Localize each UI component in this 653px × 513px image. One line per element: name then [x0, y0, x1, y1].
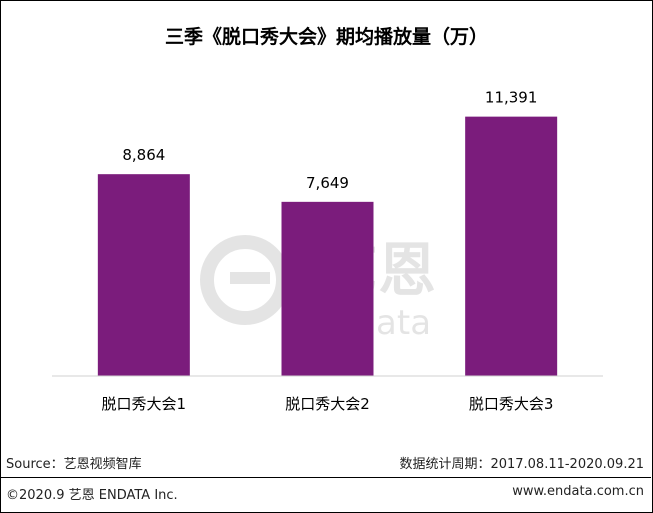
value-label-2: 7,649	[306, 174, 349, 192]
source-text: Source：艺恩视频智库	[6, 457, 142, 472]
bar-3	[465, 116, 558, 377]
period-text: 数据统计周期：2017.08.11-2020.09.21	[399, 457, 644, 472]
bar-1	[97, 174, 190, 376]
bar-2	[281, 201, 374, 376]
value-label-3: 11,391	[485, 89, 538, 107]
chart-title: 三季《脱口秀大会》期均播放量（万）	[164, 26, 488, 48]
value-label-1: 8,864	[122, 146, 165, 164]
category-label-1: 脱口秀大会1	[102, 395, 187, 413]
copyright-text: ©2020.9 艺恩 ENDATA Inc.	[6, 488, 178, 503]
footer-divider	[0, 477, 651, 478]
category-label-2: 脱口秀大会2	[285, 395, 370, 413]
category-label-3: 脱口秀大会3	[469, 395, 554, 413]
website-link[interactable]: www.endata.com.cn	[512, 484, 644, 499]
